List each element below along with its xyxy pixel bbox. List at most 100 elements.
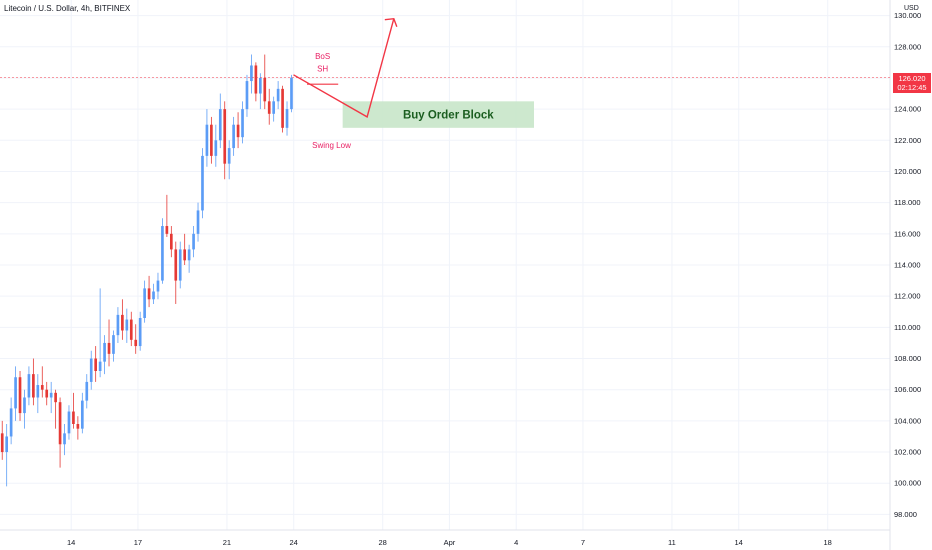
candle-body: [32, 374, 35, 398]
candle-up: [214, 124, 218, 167]
candle-body: [161, 226, 164, 281]
candle-up: [9, 397, 13, 445]
candle-up: [14, 366, 17, 421]
price-tick-label: 130.000: [894, 11, 921, 20]
candle-up: [232, 116, 235, 156]
candle-body: [254, 65, 258, 94]
time-axis[interactable]: 14 17 21 24 28 Apr 4 7 11 14 18: [67, 538, 832, 547]
candle-body: [89, 358, 93, 382]
last-price-badge: 126.020 02:12:45: [893, 73, 931, 93]
candle-body: [36, 385, 40, 398]
candle-up: [218, 93, 222, 149]
candle-up: [143, 280, 146, 323]
candle-up: [116, 307, 120, 343]
candle-down: [147, 275, 151, 308]
candle-up: [276, 81, 280, 110]
price-tick-label: 110.000: [894, 323, 921, 332]
swing-low-label: Swing Low: [312, 141, 351, 150]
time-tick-label: 11: [668, 538, 676, 547]
candle-body: [134, 339, 138, 347]
candle-up: [23, 389, 26, 429]
price-tick-label: 128.000: [894, 42, 921, 51]
candle-body: [49, 392, 53, 398]
candle-down: [165, 194, 169, 237]
candle-down: [76, 416, 80, 440]
candle-body: [147, 288, 151, 300]
price-tick-label: 98.000: [894, 510, 917, 519]
candle-up: [85, 374, 89, 409]
candle-down: [18, 371, 22, 421]
candle-up: [201, 148, 204, 219]
candle-up: [192, 226, 195, 258]
candle-up: [138, 311, 142, 351]
price-tick-label: 104.000: [894, 416, 921, 425]
candle-body: [80, 400, 84, 429]
candle-body: [107, 342, 111, 354]
candle-up: [196, 202, 200, 242]
candle-body: [121, 314, 124, 331]
candle-up: [187, 244, 191, 273]
candle-body: [236, 124, 240, 138]
candle-up: [285, 101, 289, 136]
candle-down: [72, 392, 75, 429]
candle-up: [63, 424, 66, 456]
buy-order-block-label: Buy Order Block: [403, 110, 494, 122]
candle-down: [121, 299, 124, 340]
price-tick-label: 112.000: [894, 292, 921, 301]
candle-body: [85, 381, 89, 401]
candle-down: [0, 420, 4, 460]
candle-up: [245, 74, 249, 117]
price-tick-label: 122.000: [894, 136, 921, 145]
time-tick-label: 21: [223, 538, 231, 547]
candle-body: [183, 249, 187, 261]
time-tick-label: 4: [514, 538, 518, 547]
candle-body: [58, 402, 62, 445]
currency-label: USD: [904, 5, 919, 12]
candle-body: [40, 385, 44, 390]
candle-down: [129, 311, 133, 347]
candle-down: [58, 397, 62, 468]
price-tick-label: 118.000: [894, 198, 921, 207]
candle-body: [218, 109, 222, 141]
price-tick-label: 108.000: [894, 354, 921, 363]
candle-body: [201, 155, 204, 211]
price-tick-label: 102.000: [894, 448, 921, 457]
candle-body: [290, 77, 293, 110]
price-tick-label: 120.000: [894, 167, 921, 176]
candle-up: [5, 424, 9, 487]
candle-down: [107, 319, 111, 367]
candle-body: [276, 88, 280, 102]
candle-body: [125, 319, 129, 331]
candle-up: [36, 374, 40, 414]
candle-body: [174, 249, 178, 281]
candle-body: [98, 361, 102, 371]
candle-body: [214, 140, 218, 156]
candle-body: [23, 397, 26, 414]
candle-down: [183, 233, 187, 265]
price-tick-label: 124.000: [894, 105, 921, 114]
candle-up: [241, 101, 244, 144]
candle-body: [76, 424, 80, 429]
candle-body: [263, 77, 267, 102]
candle-down: [267, 88, 271, 125]
candle-body: [67, 411, 71, 434]
candle-down: [174, 241, 178, 304]
candle-up: [205, 109, 209, 167]
chart-title: Litecoin / U.S. Dollar, 4h, BITFINEX: [4, 4, 131, 13]
candle-up: [112, 330, 115, 362]
candle-body: [250, 65, 253, 82]
candle-body: [192, 233, 195, 250]
price-tick-label: 100.000: [894, 479, 921, 488]
candle-body: [54, 392, 57, 403]
candle-up: [103, 335, 106, 375]
projection-path[interactable]: [293, 18, 395, 118]
candle-down: [45, 381, 49, 406]
buy-order-block-zone[interactable]: [342, 101, 534, 128]
candle-down: [223, 101, 227, 180]
candle-body: [281, 88, 284, 128]
time-tick-label: 14: [735, 538, 743, 547]
candle-up: [178, 241, 182, 289]
candle-up: [290, 74, 293, 113]
candle-up: [67, 405, 71, 440]
